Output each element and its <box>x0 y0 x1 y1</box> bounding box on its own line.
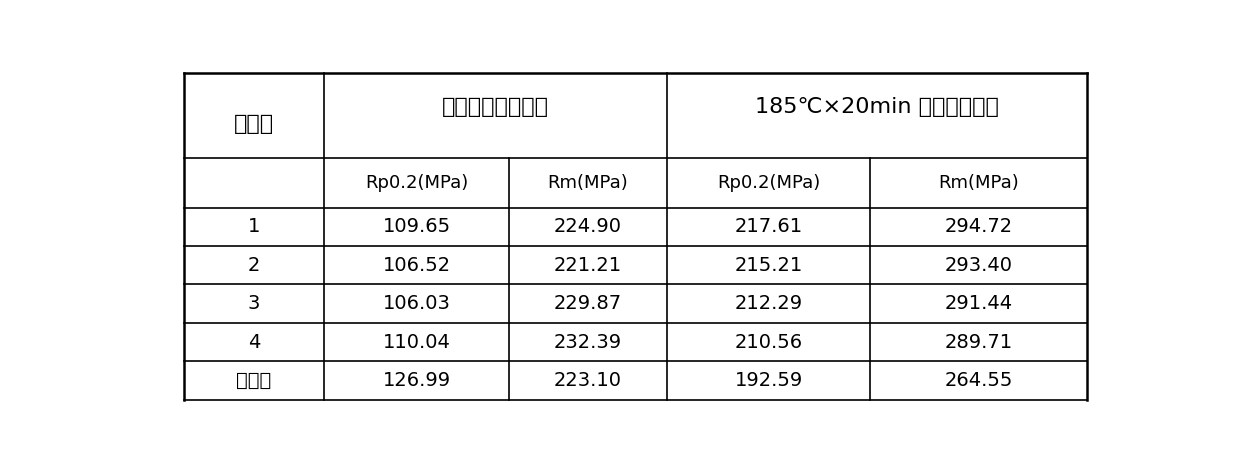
Text: 232.39: 232.39 <box>554 332 622 351</box>
Text: 221.21: 221.21 <box>554 256 622 275</box>
Text: 210.56: 210.56 <box>734 332 802 351</box>
Text: 294.72: 294.72 <box>945 217 1013 236</box>
Text: 106.03: 106.03 <box>382 294 450 313</box>
Text: 185℃×20min 模拟烤漆处理: 185℃×20min 模拟烤漆处理 <box>755 97 999 117</box>
Text: 109.65: 109.65 <box>382 217 450 236</box>
Text: 215.21: 215.21 <box>734 256 802 275</box>
Text: 192.59: 192.59 <box>734 371 802 390</box>
Text: 223.10: 223.10 <box>554 371 622 390</box>
Text: 106.52: 106.52 <box>382 256 450 275</box>
Text: 110.04: 110.04 <box>382 332 450 351</box>
Text: Rm(MPa): Rm(MPa) <box>548 173 629 192</box>
Text: 217.61: 217.61 <box>734 217 802 236</box>
Text: 264.55: 264.55 <box>945 371 1013 390</box>
Text: Rp0.2(MPa): Rp0.2(MPa) <box>365 173 467 192</box>
Text: 实施例: 实施例 <box>234 114 274 134</box>
Text: 2: 2 <box>248 256 260 275</box>
Text: 229.87: 229.87 <box>554 294 622 313</box>
Text: 1: 1 <box>248 217 260 236</box>
Text: 212.29: 212.29 <box>734 294 802 313</box>
Text: 比较例: 比较例 <box>236 371 272 390</box>
Text: Rm(MPa): Rm(MPa) <box>939 173 1019 192</box>
Text: 293.40: 293.40 <box>945 256 1013 275</box>
Text: Rp0.2(MPa): Rp0.2(MPa) <box>717 173 821 192</box>
Text: 126.99: 126.99 <box>382 371 450 390</box>
Text: 289.71: 289.71 <box>945 332 1013 351</box>
Text: 291.44: 291.44 <box>945 294 1013 313</box>
Text: 4: 4 <box>248 332 260 351</box>
Text: 224.90: 224.90 <box>554 217 622 236</box>
Text: 供货状态性能指标: 供货状态性能指标 <box>441 97 549 117</box>
Text: 3: 3 <box>248 294 260 313</box>
